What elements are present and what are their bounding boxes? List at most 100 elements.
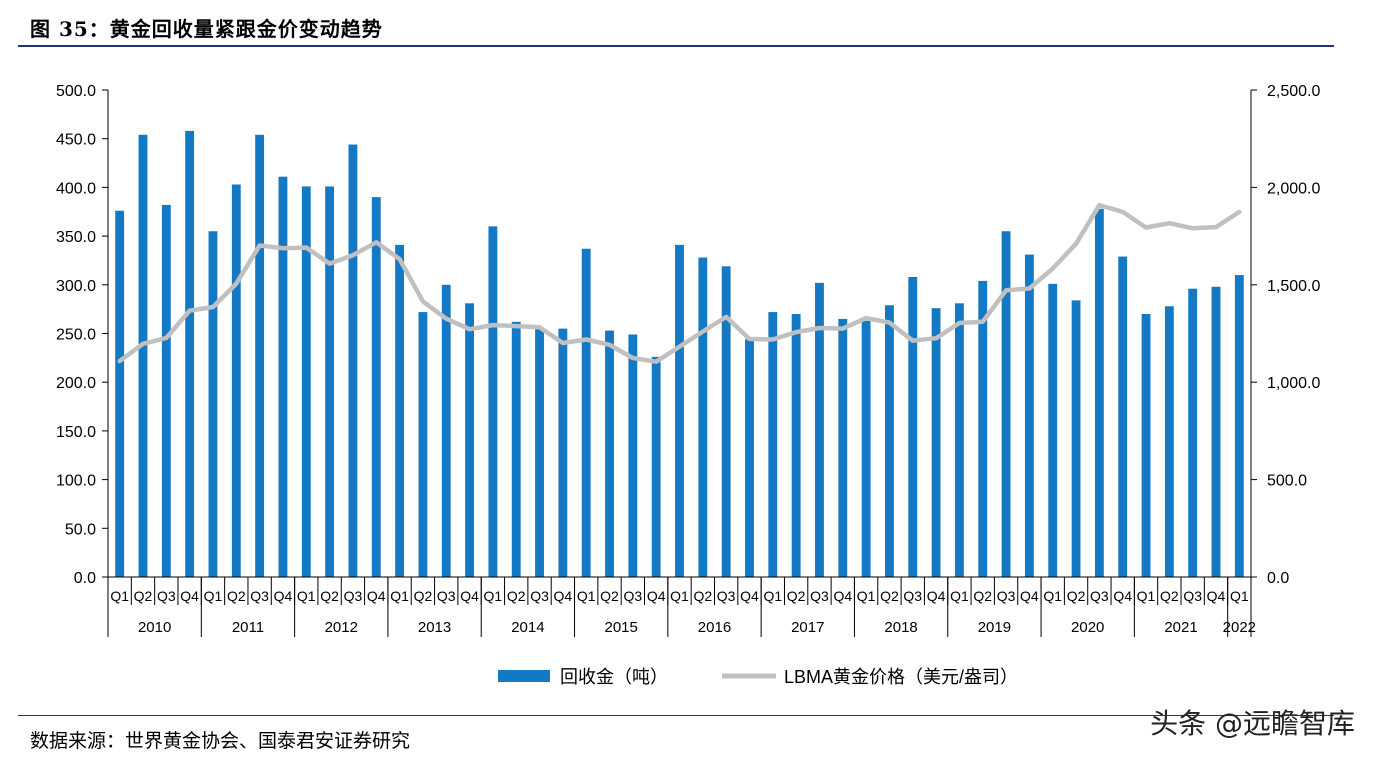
bar-recycled-gold [1001, 231, 1011, 578]
bar-recycled-gold [768, 312, 778, 577]
left-tick-label: 400.0 [56, 180, 96, 197]
bar-recycled-gold [255, 134, 265, 577]
quarter-label: Q1 [484, 588, 503, 604]
left-tick-label: 150.0 [56, 424, 96, 441]
bar-recycled-gold [115, 210, 125, 577]
title-divider [18, 45, 1334, 47]
bar-recycled-gold [325, 186, 335, 577]
bar-recycled-gold [278, 176, 288, 577]
right-tick-label: 1,000.0 [1267, 375, 1320, 392]
bar-recycled-gold [605, 330, 614, 577]
left-tick-label: 500.0 [56, 83, 96, 100]
chart-legend: 回收金（吨） LBMA黄金价格（美元/盎司） [498, 667, 1018, 687]
quarter-label: Q2 [1160, 588, 1179, 604]
left-y-axis: 0.0 50.0 100.0 150.0 200.0 250.0 300.0 350.0 400… [56, 83, 109, 587]
quarter-label: Q4 [1113, 588, 1132, 604]
quarter-label: Q3 [344, 588, 363, 604]
quarter-label: Q1 [1230, 588, 1249, 604]
left-tick-label: 450.0 [56, 132, 96, 149]
quarter-label: Q1 [297, 588, 316, 604]
bar-recycled-gold [1164, 306, 1174, 577]
quarter-label: Q1 [110, 588, 129, 604]
quarter-label: Q3 [624, 588, 643, 604]
bar-recycled-gold [185, 130, 195, 577]
bar-recycled-gold [1071, 300, 1081, 577]
bar-recycled-gold [208, 231, 218, 578]
bar-recycled-gold [348, 144, 358, 577]
legend-label-line: LBMA黄金价格（美元/盎司） [784, 667, 1018, 687]
legend-swatch-bar [498, 670, 550, 682]
right-tick-label: 1,500.0 [1267, 278, 1320, 295]
bar-recycled-gold [745, 339, 754, 577]
quarter-label: Q3 [903, 588, 922, 604]
left-tick-label: 200.0 [56, 375, 96, 392]
watermark-text: 头条 @远瞻智库 [1150, 707, 1355, 740]
bar-recycled-gold [1118, 256, 1128, 577]
bar-recycled-gold [931, 308, 941, 577]
quarter-label: Q4 [274, 588, 293, 604]
quarter-label: Q3 [1183, 588, 1202, 604]
quarter-label: Q3 [810, 588, 829, 604]
quarter-label: Q1 [1043, 588, 1062, 604]
quarter-label: Q4 [180, 588, 199, 604]
quarter-label: Q1 [1137, 588, 1156, 604]
left-tick-label: 350.0 [56, 229, 96, 246]
left-tick-label: 100.0 [56, 473, 96, 490]
bar-recycled-gold [1211, 286, 1221, 577]
x-axis: Q1 Q2 Q3 Q4 Q1 Q2 Q3 Q4 Q1 Q2 Q3 Q4 Q1 Q2 Q3 Q4 Q1 Q2 Q3 Q4… [107, 576, 1256, 637]
footer-divider [18, 715, 1334, 716]
quarter-label: Q2 [1067, 588, 1086, 604]
year-label: 2015 [604, 619, 637, 636]
bar-recycled-gold [488, 226, 498, 578]
year-label: 2021 [1164, 619, 1197, 636]
legend-label-bar: 回收金（吨） [560, 667, 668, 687]
right-tick-label: 2,500.0 [1267, 83, 1320, 100]
left-tick-label: 300.0 [56, 278, 96, 295]
year-label: 2017 [791, 619, 824, 636]
quarter-label: Q3 [437, 588, 456, 604]
bar-recycled-gold [651, 356, 661, 577]
quarter-label: Q4 [554, 588, 573, 604]
quarter-label: Q2 [320, 588, 339, 604]
bar-recycled-gold [581, 248, 591, 577]
year-label: 2014 [511, 619, 544, 636]
bar-recycled-gold [535, 328, 544, 577]
bar-recycled-gold [418, 312, 428, 577]
quarter-label: Q1 [763, 588, 782, 604]
quarter-label: Q3 [717, 588, 736, 604]
year-label: 2010 [138, 619, 171, 636]
quarter-label: Q2 [973, 588, 992, 604]
bar-recycled-gold [395, 244, 405, 577]
quarter-label: Q4 [1207, 588, 1226, 604]
bar-recycled-gold [465, 303, 474, 577]
right-tick-label: 500.0 [1267, 473, 1307, 490]
year-label: 2022 [1223, 619, 1256, 636]
quarter-label: Q4 [1020, 588, 1039, 604]
bar-recycled-gold [675, 244, 684, 577]
quarter-label: Q1 [390, 588, 409, 604]
quarter-label: Q4 [460, 588, 479, 604]
bar-recycled-gold [1188, 288, 1198, 577]
quarter-label: Q2 [693, 588, 712, 604]
bar-recycled-gold [861, 320, 871, 577]
bar-recycled-gold [558, 328, 568, 577]
quarter-label: Q1 [670, 588, 689, 604]
quarter-label: Q1 [204, 588, 223, 604]
year-label: 2011 [232, 619, 264, 636]
bar-recycled-gold [978, 280, 988, 577]
year-label: 2013 [418, 619, 451, 636]
left-tick-label: 0.0 [74, 570, 96, 587]
quarter-label: Q2 [787, 588, 806, 604]
left-tick-label: 250.0 [56, 327, 96, 344]
bar-recycled-gold [954, 303, 964, 577]
quarter-label: Q2 [880, 588, 899, 604]
bar-recycled-gold [1048, 283, 1058, 577]
right-y-axis: 0.0 500.0 1,000.0 1,500.0 2,000.0 2,500.0 [1250, 83, 1320, 587]
quarter-label: Q2 [134, 588, 153, 604]
bar-recycled-gold [791, 314, 801, 577]
bar-recycled-gold [441, 284, 451, 577]
bar-recycled-gold [138, 134, 148, 577]
quarter-label: Q4 [367, 588, 386, 604]
bar-series-recycled-gold [115, 130, 1244, 578]
year-label: 2016 [698, 619, 731, 636]
